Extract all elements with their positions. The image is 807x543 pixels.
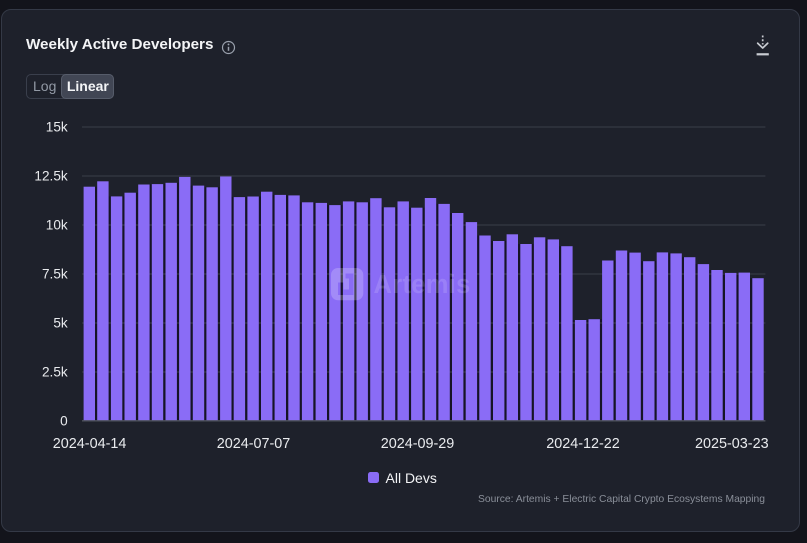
svg-text:2024-12-22: 2024-12-22 <box>546 436 620 452</box>
svg-text:2024-04-14: 2024-04-14 <box>53 436 127 452</box>
svg-text:5k: 5k <box>53 316 68 331</box>
svg-text:0: 0 <box>60 414 68 429</box>
svg-text:12.5k: 12.5k <box>34 169 67 184</box>
svg-text:10k: 10k <box>46 218 68 233</box>
svg-text:7.5k: 7.5k <box>42 267 68 282</box>
svg-text:15k: 15k <box>46 120 68 135</box>
svg-text:2024-09-29: 2024-09-29 <box>381 436 455 452</box>
svg-text:2024-07-07: 2024-07-07 <box>217 436 291 452</box>
svg-text:Artemis: Artemis <box>374 271 471 299</box>
svg-text:2.5k: 2.5k <box>42 365 68 380</box>
svg-text:2025-03-23: 2025-03-23 <box>695 436 769 452</box>
